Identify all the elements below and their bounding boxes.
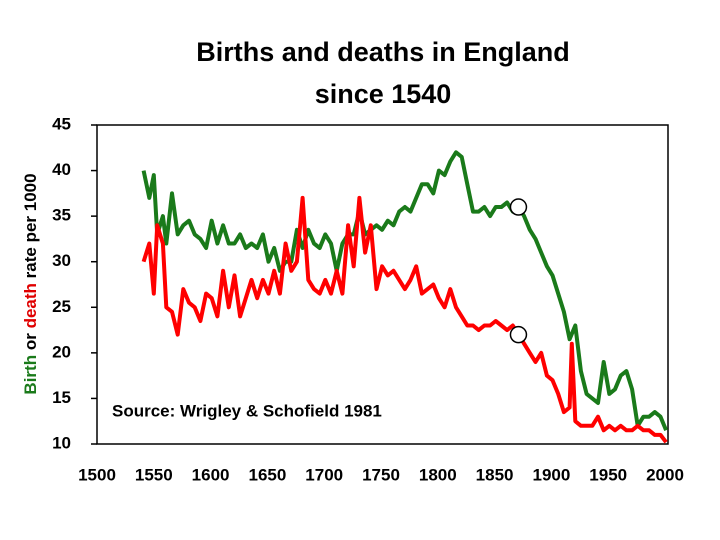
x-tick-label: 1550 — [135, 465, 173, 484]
x-tick-label: 1900 — [532, 465, 570, 484]
chart-title: Births and deaths in England — [196, 37, 570, 67]
series-line — [141, 150, 668, 432]
x-tick-label: 1950 — [589, 465, 627, 484]
x-tick-label: 2000 — [646, 465, 684, 484]
y-tick-label: 30 — [52, 251, 71, 270]
y-label-part: Birth — [21, 355, 40, 395]
y-tick-label: 15 — [52, 388, 71, 407]
y-tick-label: 40 — [52, 160, 71, 179]
x-tick-label: 1700 — [305, 465, 343, 484]
x-tick-label: 1800 — [419, 465, 457, 484]
y-label-part: or — [21, 333, 40, 350]
series-line — [141, 195, 668, 444]
x-tick-label: 1500 — [78, 465, 116, 484]
y-tick-label: 10 — [52, 433, 71, 452]
marker — [509, 198, 528, 216]
y-tick-label: 20 — [52, 342, 71, 361]
y-label-part: death — [21, 283, 40, 328]
y-tick-label: 45 — [52, 114, 71, 133]
annotation: Source: Wrigley & Schofield 1981 — [112, 401, 382, 420]
marker — [509, 325, 528, 344]
y-tick-label: 25 — [52, 297, 71, 316]
x-tick-label: 1600 — [192, 465, 230, 484]
x-tick-label: 1850 — [476, 465, 514, 484]
chart-title: since 1540 — [315, 79, 452, 109]
x-tick-label: 1650 — [248, 465, 286, 484]
y-axis-label: Birth or death rate per 1000 — [21, 173, 40, 394]
y-tick-label: 35 — [52, 206, 71, 225]
x-tick-label: 1750 — [362, 465, 400, 484]
plot-frame — [96, 124, 669, 445]
y-label-part: rate per 1000 — [21, 173, 40, 278]
